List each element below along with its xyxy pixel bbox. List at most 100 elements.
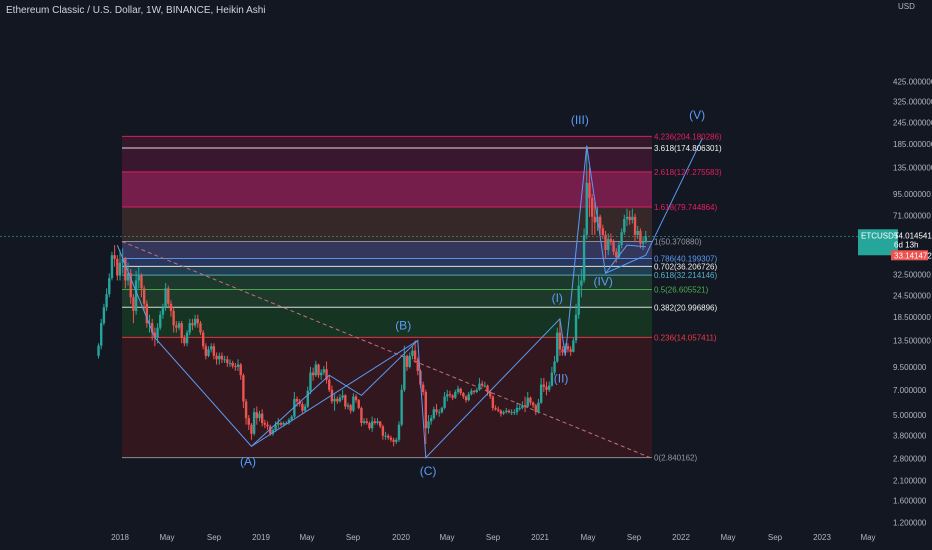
- wave-path: [116, 137, 703, 459]
- wave-label: (I): [552, 291, 563, 305]
- fib-zone: [122, 241, 652, 259]
- candle-body: [204, 346, 208, 356]
- candle-body: [408, 355, 411, 367]
- fib-zone: [122, 171, 652, 208]
- candle-body: [381, 426, 385, 436]
- candle-body: [169, 303, 173, 311]
- candle-body: [585, 182, 588, 235]
- candle-body: [140, 275, 143, 289]
- candle-body: [604, 234, 607, 250]
- price-tick-label: 135.000000: [893, 163, 932, 172]
- candle-body: [561, 349, 564, 353]
- candle-body: [218, 355, 221, 360]
- candle-body: [454, 391, 457, 398]
- fib-zone: [122, 337, 652, 458]
- candle-body: [424, 391, 428, 429]
- candle-body: [467, 394, 470, 401]
- fib-zone: [122, 307, 652, 338]
- candle-body: [295, 398, 299, 402]
- candle-body: [598, 216, 602, 229]
- time-tick-label: Sep: [346, 533, 361, 542]
- fib-zone: [122, 289, 652, 308]
- candle-body: [542, 384, 546, 387]
- candle-body: [266, 424, 269, 427]
- candle-body: [258, 413, 261, 419]
- candles: [97, 145, 647, 447]
- candle-body: [338, 397, 342, 402]
- time-tick-label: Sep: [768, 533, 783, 542]
- candle-body: [470, 390, 473, 395]
- candle-body: [271, 429, 275, 434]
- candle-body: [475, 389, 478, 392]
- candle-body: [236, 364, 240, 367]
- candle-body: [357, 400, 360, 408]
- candle-body: [593, 216, 596, 223]
- candle-body: [228, 363, 232, 364]
- candle-body: [446, 394, 449, 397]
- candle-body: [505, 410, 508, 413]
- candle-body: [341, 395, 344, 398]
- candle-body: [641, 242, 645, 244]
- candle-body: [150, 323, 154, 333]
- candle-body: [124, 258, 127, 281]
- candle-body: [118, 262, 122, 276]
- fib-labels: 4.236(204.180286) 3.618(174.806301) 2.618(…: [654, 132, 722, 462]
- candle-body: [132, 297, 135, 311]
- candle-body: [175, 325, 178, 328]
- candle-body: [344, 395, 347, 407]
- wave-label: (II): [554, 372, 569, 386]
- time-axis[interactable]: 2018 May Sep 2019 May Sep 2020 May Sep 2021 May Sep…: [111, 533, 875, 542]
- candle-body: [413, 350, 417, 360]
- candle-body: [537, 402, 540, 413]
- price-tick-label: 95.000000: [893, 190, 931, 199]
- candle-body: [615, 251, 618, 257]
- candle-body: [617, 245, 621, 257]
- price-axis[interactable]: 425.000000 325.000000 245.000000 185.000000…: [0, 77, 932, 527]
- candle-body: [255, 412, 259, 419]
- candle-body: [392, 439, 395, 442]
- candle-body: [368, 422, 371, 429]
- candle-body: [105, 294, 108, 308]
- candle-body: [333, 398, 336, 402]
- candle-body: [395, 439, 398, 442]
- candle-body: [231, 363, 234, 367]
- wave-label: (A): [240, 455, 256, 469]
- candle-body: [325, 369, 328, 380]
- candle-body: [328, 379, 331, 390]
- time-tick-label: May: [439, 533, 454, 542]
- time-tick-label: 2019: [252, 533, 270, 542]
- candle-body: [499, 410, 503, 414]
- fibonacci-retracement[interactable]: [121, 135, 652, 459]
- fib-zone: [122, 136, 652, 149]
- candle-body: [244, 401, 248, 419]
- candle-body: [153, 332, 157, 338]
- candle-body: [113, 255, 116, 259]
- time-tick-label: Sep: [207, 533, 222, 542]
- candle-body: [185, 332, 189, 344]
- fib-level-label: 0.786(40.199307): [654, 254, 718, 263]
- candle-body: [183, 337, 186, 344]
- candle-body: [400, 389, 403, 425]
- elliott-waves[interactable]: (A) (B) (C) (I) (II) (III) (IV) (V): [116, 108, 705, 478]
- price-tick-label: 13.500000: [893, 336, 931, 345]
- price-tick-label: 2.800000: [893, 455, 927, 464]
- candle-body: [134, 280, 138, 311]
- candle-body: [421, 384, 425, 392]
- candle-body: [534, 405, 537, 413]
- candle-body: [497, 409, 500, 411]
- candle-body: [322, 369, 326, 373]
- candle-body: [553, 361, 556, 373]
- candle-body: [518, 407, 521, 409]
- candle-body: [547, 385, 551, 390]
- secondary-price-tag: [891, 250, 928, 261]
- wave-label: (IV): [594, 275, 613, 289]
- candle-body: [580, 280, 583, 286]
- candle-body: [126, 273, 130, 281]
- fib-level-label: 0.236(14.057411): [654, 333, 717, 342]
- candle-body: [247, 418, 250, 425]
- candle-body: [480, 383, 484, 386]
- candle-body: [100, 323, 103, 346]
- candle-body: [210, 346, 213, 350]
- candle-body: [590, 197, 594, 217]
